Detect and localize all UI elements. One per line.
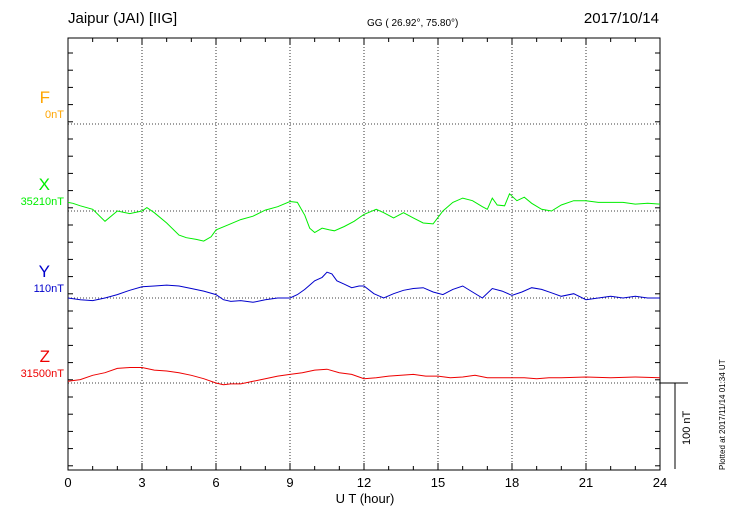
x-tick-label: 24 <box>653 475 667 490</box>
component-baseline-f: 0nT <box>45 109 64 121</box>
component-letter-z: Z <box>39 347 50 366</box>
component-baseline-z: 31500nT <box>20 368 64 380</box>
date-label: 2017/10/14 <box>583 10 659 27</box>
component-letter-y: Y <box>38 262 50 281</box>
scale-bar-label: 100 nT <box>681 410 693 445</box>
coordinates-label: GG ( 26.92°, 75.80°) <box>367 18 459 29</box>
x-tick-label: 9 <box>286 475 293 490</box>
station-title: Jaipur (JAI) [IIG] <box>68 10 178 27</box>
component-letter-x: X <box>38 175 50 194</box>
plotted-timestamp: Plotted at 2017/11/14 01:34 UT <box>718 359 727 470</box>
series-line-x <box>67 192 661 242</box>
component-baseline-x: 35210nT <box>20 196 64 208</box>
x-tick-label: 12 <box>357 475 371 490</box>
series-line-z <box>67 367 661 386</box>
x-tick-label: 18 <box>505 475 519 490</box>
x-axis-label-text: U T (hour) <box>335 491 395 506</box>
series-lines <box>67 192 661 386</box>
component-letter-f: F <box>39 88 50 107</box>
x-tick-label: 0 <box>64 475 71 490</box>
axis-ticks <box>67 38 661 470</box>
grid-lines <box>68 38 660 470</box>
series-line-y <box>67 271 660 303</box>
x-tick-label: 3 <box>138 475 145 490</box>
x-tick-label: 15 <box>431 475 445 490</box>
x-tick-label: 6 <box>212 475 219 490</box>
x-tick-label: 21 <box>579 475 593 490</box>
component-baseline-y: 110nT <box>33 283 64 295</box>
